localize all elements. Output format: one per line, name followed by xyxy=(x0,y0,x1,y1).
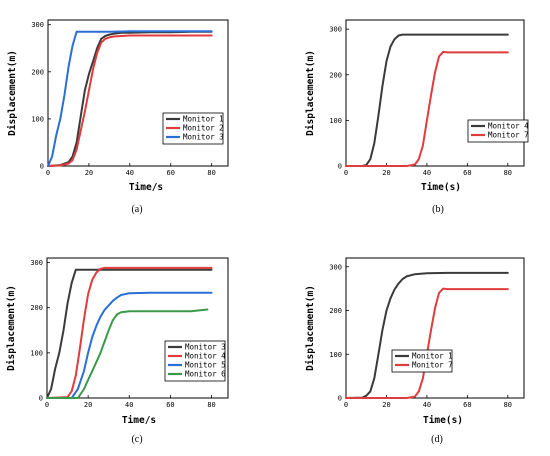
y-axis-label: Displacement(m) xyxy=(6,285,17,371)
plot-frame xyxy=(46,257,229,399)
plot-frame xyxy=(345,257,525,399)
y-tick-label: 0 xyxy=(338,395,342,403)
series-line-monitor-3 xyxy=(46,268,213,399)
legend-entry: Monitor 4 xyxy=(185,352,226,361)
legend-entry: Monitor 1 xyxy=(183,115,224,124)
x-tick-label: 60 xyxy=(167,169,175,177)
x-tick-label: 20 xyxy=(84,401,92,409)
series-line-monitor-1 xyxy=(47,30,213,167)
x-axis-label: Time/s xyxy=(122,415,156,426)
x-tick-label: 40 xyxy=(423,169,431,177)
y-tick-label: 300 xyxy=(329,26,342,34)
panel-caption: (b) xyxy=(432,204,444,215)
chart-panel-4: 0 20 40 60 80 0 100 200 300 Time(s) Displacement(m… xyxy=(305,257,525,445)
y-tick-label: 200 xyxy=(329,71,342,79)
plot-frame xyxy=(345,19,525,167)
series-line-monitor-3 xyxy=(47,30,213,167)
y-tick-label: 0 xyxy=(39,395,43,403)
x-tick-label: 60 xyxy=(463,401,471,409)
x-tick-label: 60 xyxy=(166,401,174,409)
y-tick-label: 300 xyxy=(31,21,44,29)
panel-caption: (d) xyxy=(431,434,443,445)
plot-frame xyxy=(47,19,229,167)
y-axis-label: Displacement(m) xyxy=(305,50,316,136)
legend-box xyxy=(162,112,224,145)
y-tick-label: 300 xyxy=(329,263,342,271)
series-line-monitor-1 xyxy=(345,271,509,399)
chart-panel-2: 0 20 40 60 80 0 100 200 300 Time(s) Displacement(m… xyxy=(305,19,529,215)
y-tick-label: 200 xyxy=(31,68,44,76)
y-tick-label: 0 xyxy=(338,163,342,171)
x-tick-label: 20 xyxy=(382,169,390,177)
series-line-monitor-4 xyxy=(345,33,509,167)
chart-panel-1: 0 20 40 60 80 0 100 200 300 Time/s Displacement(m)… xyxy=(7,19,229,215)
series-line-monitor-6 xyxy=(46,308,209,399)
x-tick-label: 40 xyxy=(125,401,133,409)
series-line-monitor-5 xyxy=(46,291,213,399)
y-tick-label: 0 xyxy=(40,163,44,171)
x-tick-label: 20 xyxy=(85,169,93,177)
x-tick-label: 20 xyxy=(382,401,390,409)
x-tick-label: 0 xyxy=(344,169,348,177)
y-axis-label: Displacement(m) xyxy=(7,50,18,136)
x-tick-label: 0 xyxy=(45,401,49,409)
legend-entry: Monitor 4 xyxy=(488,122,529,131)
x-axis-label: Time(s) xyxy=(421,182,461,193)
legend-entry: Monitor 7 xyxy=(488,131,529,140)
panel-caption: (c) xyxy=(131,434,142,445)
y-tick-label: 100 xyxy=(329,117,342,125)
x-tick-label: 80 xyxy=(207,169,215,177)
x-tick-label: 80 xyxy=(504,169,512,177)
y-tick-label: 100 xyxy=(329,351,342,359)
chart-panel-3: 0 20 40 60 80 0 100 200 300 Time/s Displacement(m)… xyxy=(6,257,229,445)
x-tick-label: 60 xyxy=(463,169,471,177)
legend-entry: Monitor 1 xyxy=(412,352,453,361)
y-tick-label: 200 xyxy=(329,307,342,315)
series-line-monitor-7 xyxy=(345,287,509,399)
y-tick-label: 200 xyxy=(30,304,43,312)
y-tick-label: 300 xyxy=(30,259,43,267)
x-axis-label: Time(s) xyxy=(423,415,463,426)
y-axis-label: Displacement(m) xyxy=(305,285,316,371)
x-tick-label: 0 xyxy=(46,169,50,177)
x-tick-label: 40 xyxy=(126,169,134,177)
series-line-monitor-4 xyxy=(46,266,213,399)
legend-entry: Monitor 2 xyxy=(183,124,224,133)
x-axis-label: Time/s xyxy=(129,182,163,193)
y-tick-label: 100 xyxy=(31,115,44,123)
series-line-monitor-7 xyxy=(345,50,509,167)
legend-entry: Monitor 3 xyxy=(185,343,226,352)
series-line-monitor-2 xyxy=(47,34,213,167)
y-tick-label: 100 xyxy=(30,349,43,357)
legend-entry: Monitor 3 xyxy=(183,133,224,142)
panel-caption: (a) xyxy=(131,204,142,215)
legend-entry: Monitor 6 xyxy=(185,370,226,379)
x-tick-label: 40 xyxy=(423,401,431,409)
x-tick-label: 80 xyxy=(207,401,215,409)
x-tick-label: 80 xyxy=(504,401,512,409)
legend-entry: Monitor 7 xyxy=(412,361,453,370)
x-tick-label: 0 xyxy=(344,401,348,409)
legend-entry: Monitor 5 xyxy=(185,361,226,370)
